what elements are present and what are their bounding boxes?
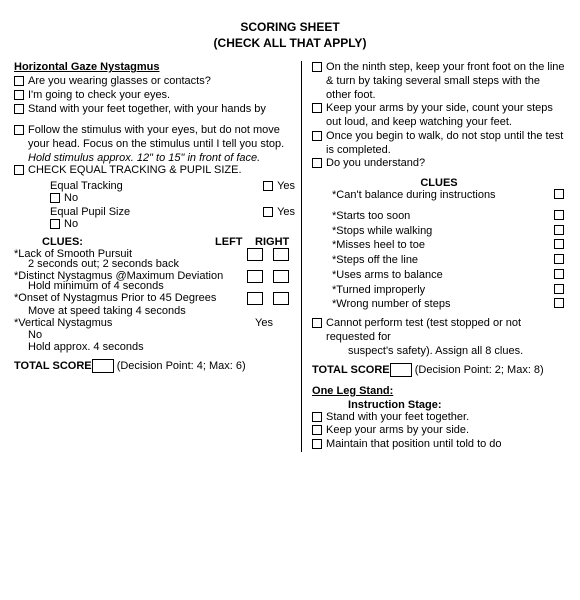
clue-onset-nystagmus: *Onset of Nystagmus Prior to 45 Degrees … [14, 292, 295, 317]
left-column: Horizontal Gaze Nystagmus Are you wearin… [14, 61, 301, 452]
clue-turned: *Turned improperly [312, 284, 554, 298]
ols-feet-together: Stand with your feet together. [326, 411, 566, 425]
clue-note: Move at speed taking 4 seconds [14, 305, 295, 317]
checkbox-yes[interactable] [263, 207, 273, 217]
ols-arms-side: Keep your arms by your side. [326, 424, 566, 438]
ols-subheading: Instruction Stage: [312, 399, 566, 411]
clues-heading: CLUES: [14, 236, 215, 248]
label-no: No [64, 192, 78, 204]
label-equal-pupil: Equal Pupil Size [50, 206, 263, 218]
clue-text: *Onset of Nystagmus Prior to 45 Degrees [14, 292, 216, 304]
clue-box[interactable] [554, 189, 564, 199]
right-heading: RIGHT [255, 236, 295, 248]
clue-box[interactable] [554, 269, 564, 279]
hgn-heading: Horizontal Gaze Nystagmus [14, 61, 295, 73]
checkbox[interactable] [14, 76, 24, 86]
clue-wrong-steps: *Wrong number of steps [312, 298, 554, 312]
checkbox[interactable] [14, 125, 24, 135]
q-glasses: Are you wearing glasses or contacts? [28, 75, 295, 89]
total-score-note: (Decision Point: 2; Max: 8) [415, 364, 544, 376]
ols-maintain: Maintain that position until told to do [326, 438, 566, 452]
checkbox[interactable] [312, 158, 322, 168]
clue-cannot-perform-b: suspect's safety). Assign all 8 clues. [312, 345, 566, 357]
total-score-box[interactable] [390, 363, 412, 377]
clue-box-left[interactable] [247, 248, 263, 261]
clue-starts-soon: *Starts too soon [312, 210, 554, 224]
r-ninth-step: On the ninth step, keep your front foot … [326, 61, 566, 102]
total-score-note: (Decision Point: 4; Max: 6) [117, 360, 246, 372]
clue-arms-balance: *Uses arms to balance [312, 269, 554, 283]
checkbox[interactable] [312, 425, 322, 435]
clue-box[interactable] [554, 254, 564, 264]
label-yes: Yes [277, 206, 295, 218]
total-score-label: TOTAL SCORE [312, 364, 390, 376]
clue-text: *Vertical Nystagmus [14, 317, 255, 329]
clue-box[interactable] [554, 225, 564, 235]
clue-cant-balance: *Can't balance during instructions [312, 189, 554, 203]
label-no: No [14, 329, 295, 341]
q-equal-tracking: CHECK EQUAL TRACKING & PUPIL SIZE. [28, 164, 295, 178]
total-score-label: TOTAL SCORE [14, 360, 92, 372]
title-line-1: SCORING SHEET [14, 20, 566, 36]
label-equal-tracking: Equal Tracking [50, 180, 263, 192]
r-arms-side: Keep your arms by your side, count your … [326, 102, 566, 130]
total-score-box[interactable] [92, 359, 114, 373]
q-follow-stimulus: Follow the stimulus with your eyes, but … [28, 124, 295, 152]
clue-misses-heel: *Misses heel to toe [312, 239, 554, 253]
clue-stops-walking: *Stops while walking [312, 225, 554, 239]
checkbox[interactable] [312, 318, 322, 328]
checkbox[interactable] [312, 439, 322, 449]
clue-box-left[interactable] [247, 292, 263, 305]
checkbox-yes[interactable] [263, 181, 273, 191]
label-no: No [64, 218, 78, 230]
clue-note: Hold approx. 4 seconds [14, 341, 295, 353]
clue-box[interactable] [554, 239, 564, 249]
r-dont-stop: Once you begin to walk, do not stop unti… [326, 130, 566, 158]
q-feet-together: Stand with your feet together, with your… [28, 103, 295, 117]
ols-heading: One Leg Stand: [312, 385, 566, 397]
checkbox[interactable] [14, 90, 24, 100]
checkbox[interactable] [14, 165, 24, 175]
clue-box-right[interactable] [273, 292, 289, 305]
left-heading: LEFT [215, 236, 255, 248]
clue-box[interactable] [554, 284, 564, 294]
clue-box[interactable] [554, 210, 564, 220]
checkbox-no[interactable] [50, 193, 60, 203]
clues-heading-right: CLUES [312, 177, 566, 189]
clue-box-right[interactable] [273, 270, 289, 283]
clue-vertical-nystagmus: *Vertical Nystagmus Yes No Hold approx. … [14, 317, 295, 353]
label-yes: Yes [255, 317, 295, 329]
note-hold-stimulus: Hold stimulus approx. 12" to 15" in fron… [14, 152, 295, 164]
checkbox[interactable] [14, 104, 24, 114]
clue-distinct-nystagmus: *Distinct Nystagmus @Maximum Deviation H… [14, 270, 295, 292]
clue-box[interactable] [554, 298, 564, 308]
checkbox[interactable] [312, 62, 322, 72]
checkbox-no[interactable] [50, 219, 60, 229]
label-yes: Yes [277, 180, 295, 192]
clue-steps-off: *Steps off the line [312, 254, 554, 268]
checkbox[interactable] [312, 131, 322, 141]
clue-box-left[interactable] [247, 270, 263, 283]
clue-smooth-pursuit: *Lack of Smooth Pursuit 2 seconds out; 2… [14, 248, 295, 270]
q-check-eyes: I'm going to check your eyes. [28, 89, 295, 103]
checkbox[interactable] [312, 103, 322, 113]
title-line-2: (CHECK ALL THAT APPLY) [14, 36, 566, 52]
clue-box-right[interactable] [273, 248, 289, 261]
clue-cannot-perform: Cannot perform test (test stopped or not… [326, 317, 566, 345]
checkbox[interactable] [312, 412, 322, 422]
r-understand: Do you understand? [326, 157, 566, 171]
right-column: On the ninth step, keep your front foot … [301, 61, 566, 452]
